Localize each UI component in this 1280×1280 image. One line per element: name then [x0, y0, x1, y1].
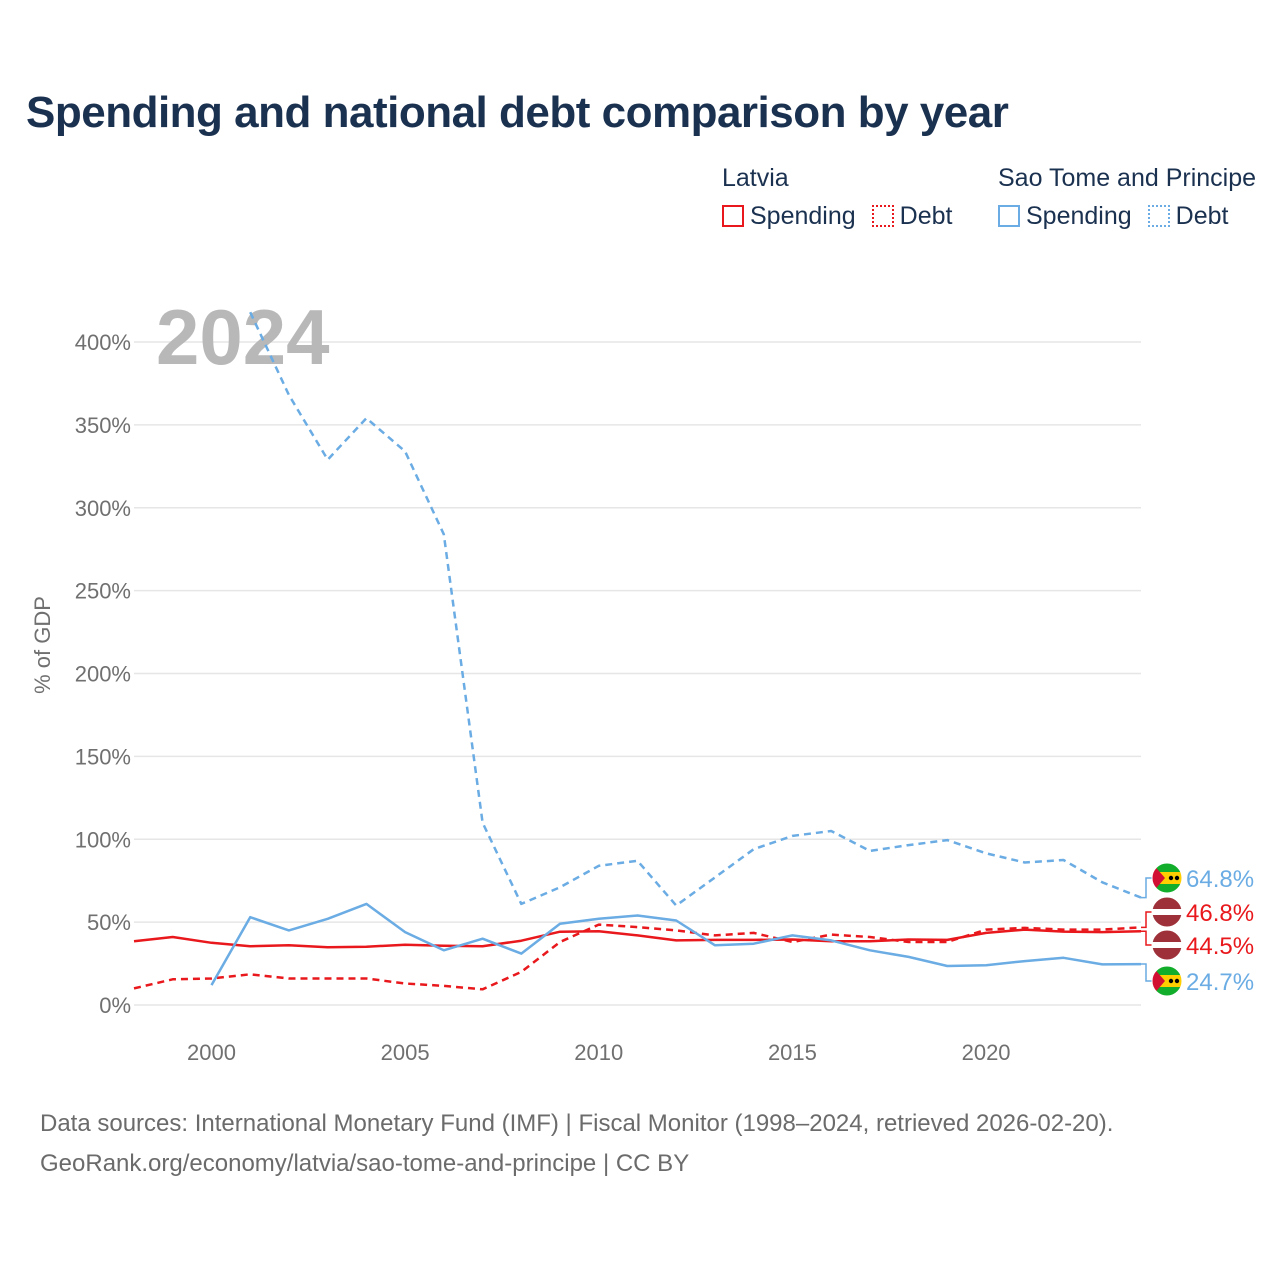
series-line-sao-tome-and-principe-spending	[210, 902, 1142, 986]
footer: Data sources: International Monetary Fun…	[40, 1104, 1113, 1184]
end-value-label: 24.7%	[1186, 969, 1254, 996]
legend-label: Debt	[1175, 201, 1229, 230]
latvia-flag-icon	[1151, 896, 1183, 928]
y-tick-label: 300%	[75, 496, 131, 521]
end-label-connector	[1141, 877, 1153, 899]
gridlines	[134, 341, 1141, 1006]
x-tick-label: 2015	[768, 1040, 817, 1065]
solid-line-swatch-icon	[722, 205, 744, 227]
end-labels: 64.8% 46.8% 44.5% 24.7%	[1141, 862, 1254, 997]
end-value-label: 64.8%	[1186, 866, 1254, 893]
y-tick-label: 200%	[75, 662, 131, 687]
series-line-sao-tome-and-principe-debt	[249, 311, 1142, 907]
y-tick-label: 250%	[75, 579, 131, 604]
y-tick-label: 50%	[87, 910, 131, 935]
y-tick-label: 100%	[75, 827, 131, 852]
data-source-text: Data sources: International Monetary Fun…	[40, 1110, 1114, 1137]
x-tick-label: 2020	[962, 1040, 1011, 1065]
sao-tome-flag-icon	[1151, 965, 1183, 997]
legend-label: Spending	[1026, 201, 1132, 230]
solid-line-swatch-icon	[998, 205, 1020, 227]
series-lines	[133, 311, 1142, 991]
latvia-flag-icon	[1151, 929, 1183, 961]
legend-group-stp: Sao Tome and Principe Spending Debt	[998, 162, 1256, 236]
x-tick-label: 2010	[574, 1040, 623, 1065]
y-axis-ticks: 0% 50% 100% 150% 200% 250% 300% 350% 400%	[75, 330, 131, 1018]
end-value-label: 44.5%	[1186, 933, 1254, 960]
y-tick-label: 0%	[99, 993, 131, 1018]
sao-tome-flag-icon	[1151, 862, 1183, 894]
legend-label: Spending	[750, 201, 856, 230]
current-year-label: 2024	[156, 293, 330, 381]
end-label-connector	[1141, 963, 1153, 982]
legend-item-stp-debt[interactable]: Debt	[1147, 201, 1229, 231]
legend-group-name: Sao Tome and Principe	[998, 164, 1257, 192]
dashed-line-swatch-icon	[1147, 205, 1170, 227]
attribution-link[interactable]: GeoRank.org/economy/latvia/sao-tome-and-…	[40, 1150, 690, 1177]
series-line-latvia-spending	[133, 928, 1142, 949]
legend-label: Debt	[899, 201, 953, 230]
chart-title: Spending and national debt comparison by…	[26, 88, 1009, 137]
legend-item-latvia-debt[interactable]: Debt	[871, 201, 953, 231]
end-label-connector	[1141, 911, 1153, 929]
end-label-connector	[1141, 930, 1153, 946]
y-tick-label: 350%	[75, 413, 131, 438]
end-value-label: 46.8%	[1186, 900, 1254, 927]
y-axis-label: % of GDP	[30, 596, 55, 694]
y-tick-label: 400%	[75, 330, 131, 355]
x-tick-label: 2005	[381, 1040, 430, 1065]
legend-item-latvia-spending[interactable]: Spending	[722, 202, 856, 231]
y-tick-label: 150%	[75, 744, 131, 769]
legend-item-stp-spending[interactable]: Spending	[998, 202, 1132, 231]
legend-group-latvia: Latvia Spending Debt	[722, 162, 968, 236]
dashed-line-swatch-icon	[871, 205, 894, 227]
x-axis-ticks: 2000 2005 2010 2015 2020	[187, 1040, 1011, 1065]
series-line-latvia-debt	[133, 923, 1142, 991]
x-tick-label: 2000	[187, 1040, 236, 1065]
legend-group-name: Latvia	[722, 164, 789, 192]
